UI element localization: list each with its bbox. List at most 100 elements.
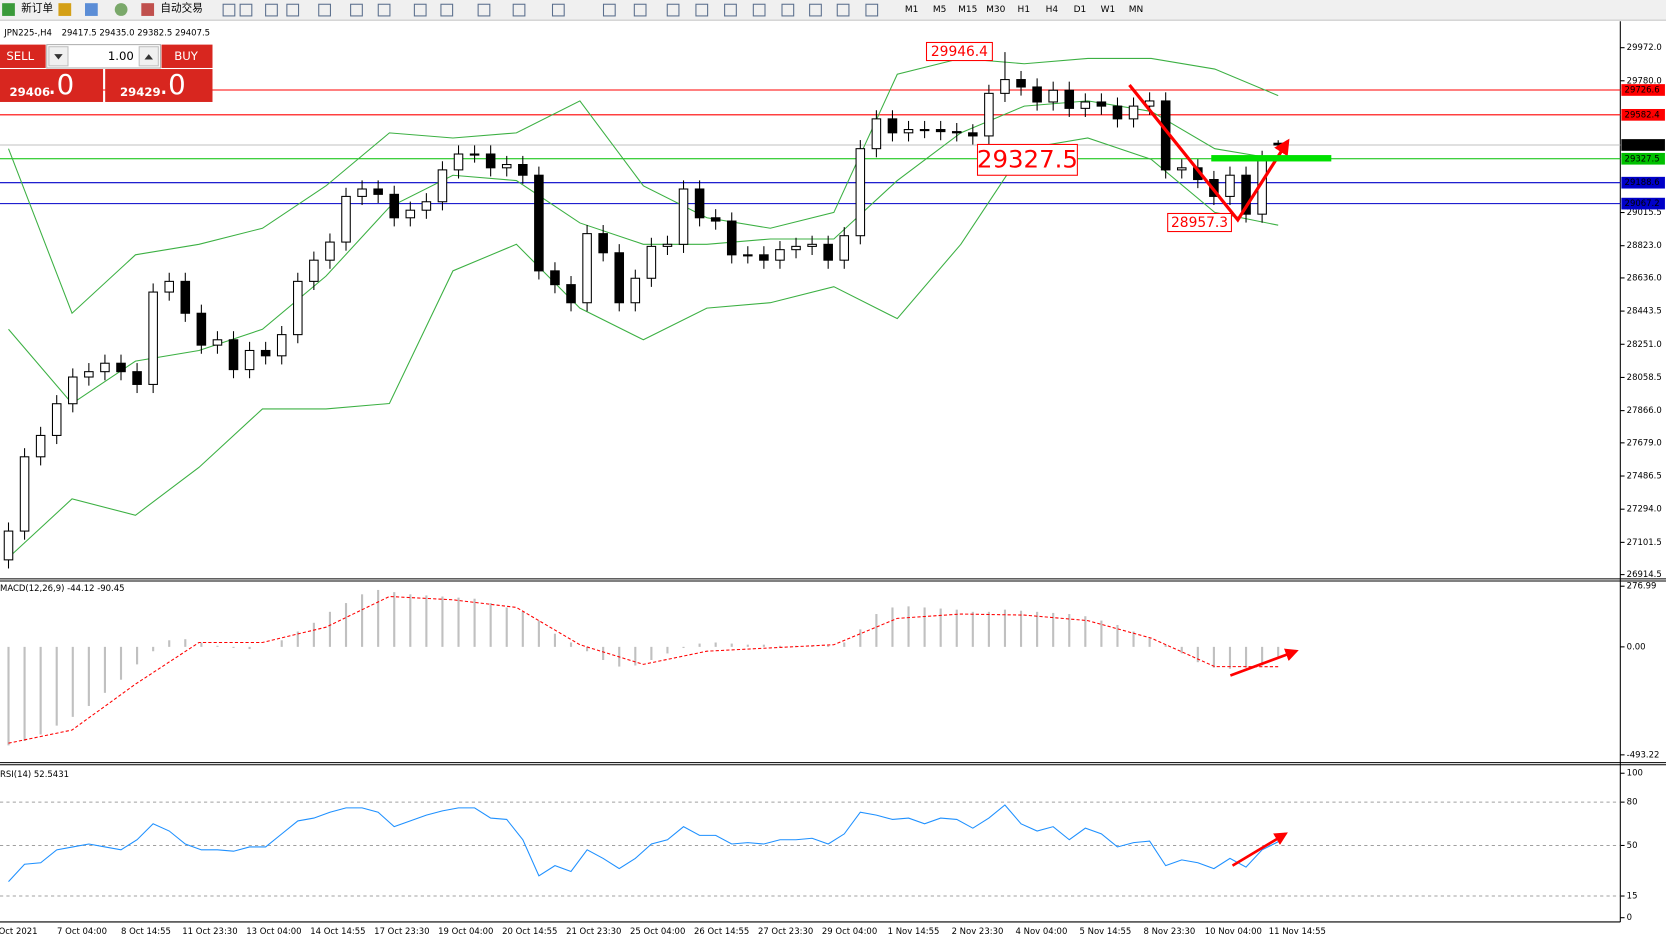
candle-body xyxy=(132,371,142,385)
toolbar-icon[interactable] xyxy=(865,3,879,17)
timeframe-button[interactable]: M15 xyxy=(958,5,977,15)
candle-body xyxy=(3,530,14,561)
x-tick-label: 10 Nov 04:00 xyxy=(1205,927,1262,937)
candle-body xyxy=(51,403,62,436)
candle-body xyxy=(646,245,657,279)
toolbar-icon[interactable] xyxy=(551,3,565,17)
candle-body xyxy=(903,129,914,134)
y-tick-label: 28443.5 xyxy=(1627,307,1662,317)
toolbar-icon[interactable] xyxy=(286,3,300,17)
x-tick-label: 8 Oct 14:55 xyxy=(121,927,171,937)
toolbar xyxy=(0,0,1666,21)
x-tick-label: 4 Nov 04:00 xyxy=(1016,927,1068,937)
bollinger-band xyxy=(8,137,1279,559)
x-tick-label: 11 Oct 23:30 xyxy=(182,927,237,937)
lots-value[interactable]: 1.00 xyxy=(108,49,134,63)
ask-price[interactable]: 29429 xyxy=(120,85,161,99)
toolbar-icon[interactable] xyxy=(752,3,766,17)
buy-button[interactable] xyxy=(161,44,213,68)
new-order-button[interactable]: 新订单 xyxy=(21,1,53,14)
toolbar-icon[interactable] xyxy=(633,3,647,17)
toolbar-icon[interactable] xyxy=(239,3,253,17)
bollinger-band xyxy=(8,57,1279,315)
price-tag-label: 29726.6 xyxy=(1625,85,1660,95)
toolbar-icon[interactable] xyxy=(85,3,98,16)
buy-label[interactable]: BUY xyxy=(174,49,199,63)
chart-ohlc: 29417.5 29435.0 29382.5 29407.5 xyxy=(62,28,210,38)
timeframe-button[interactable]: H4 xyxy=(1046,5,1059,15)
price-tag xyxy=(1621,197,1665,210)
y-tick-label: 0.00 xyxy=(1627,642,1646,652)
toolbar-icon[interactable] xyxy=(724,3,737,17)
candle-body xyxy=(260,349,271,357)
annotation-box xyxy=(1167,212,1232,233)
timeframe-button[interactable]: MN xyxy=(1129,5,1144,15)
toolbar-icon[interactable] xyxy=(836,3,850,17)
y-tick-label: 28823.0 xyxy=(1627,241,1662,251)
y-tick-label: 29972.0 xyxy=(1627,43,1662,53)
new-order-icon[interactable] xyxy=(2,3,15,16)
candle-body xyxy=(759,254,769,261)
bid-price[interactable]: 29406 xyxy=(10,85,51,99)
candle-body xyxy=(276,334,287,357)
toolbar-icon[interactable] xyxy=(318,3,331,17)
x-tick-label: 19 Oct 04:00 xyxy=(438,927,493,937)
timeframe-button[interactable]: H1 xyxy=(1018,5,1031,15)
candle-body xyxy=(68,376,78,405)
candle-body xyxy=(180,280,191,314)
price-tag xyxy=(1621,108,1665,121)
toolbar-icon[interactable] xyxy=(222,3,236,17)
timeframe-button[interactable]: M1 xyxy=(905,5,919,15)
toolbar-icon[interactable] xyxy=(58,3,72,16)
rsi-line xyxy=(8,804,1279,882)
y-tick-label: 29015.5 xyxy=(1627,208,1662,218)
toolbar-icon[interactable] xyxy=(781,3,795,17)
x-tick-label: 13 Oct 04:00 xyxy=(246,927,301,937)
timeframe-button[interactable]: M30 xyxy=(986,5,1006,15)
macd-signal-line xyxy=(8,595,1279,744)
bid-price-fraction[interactable]: .0 xyxy=(48,68,74,101)
macd-title: MACD(12,26,9) -44.12 -90.45 xyxy=(0,584,125,594)
toolbar-icon[interactable] xyxy=(809,3,822,17)
toolbar-icon[interactable] xyxy=(377,3,391,17)
x-tick-label: 29 Oct 04:00 xyxy=(822,927,877,937)
support-marker xyxy=(1211,155,1332,162)
toolbar-icon[interactable] xyxy=(114,3,128,16)
toolbar-icon[interactable] xyxy=(477,3,491,17)
x-tick-label: Oct 2021 xyxy=(0,927,38,937)
candle-body xyxy=(437,169,448,203)
auto-trading-icon[interactable] xyxy=(141,3,155,16)
timeframe-button[interactable]: W1 xyxy=(1101,5,1116,15)
toolbar-icon[interactable] xyxy=(666,3,680,17)
timeframe-button[interactable]: D1 xyxy=(1074,5,1087,15)
toolbar-icon[interactable] xyxy=(512,3,526,17)
price-tag-label: 29582.4 xyxy=(1625,110,1660,120)
annotation: 28957.3 xyxy=(1171,215,1228,231)
toolbar-icon[interactable] xyxy=(440,3,454,17)
candle-body xyxy=(373,188,383,195)
sell-label[interactable]: SELL xyxy=(6,49,34,63)
auto-trading-button[interactable]: 自动交易 xyxy=(160,1,202,14)
price-tag-label: 29067.2 xyxy=(1625,199,1660,209)
ask-price-fraction[interactable]: .0 xyxy=(159,68,185,101)
ask-price-box[interactable] xyxy=(105,69,213,102)
y-tick-label: 27679.0 xyxy=(1627,438,1662,448)
toolbar-icon[interactable] xyxy=(413,3,427,17)
x-tick-label: 1 Nov 14:55 xyxy=(888,927,940,937)
candle-body xyxy=(710,217,721,222)
candle-body xyxy=(293,280,303,336)
toolbar-icon[interactable] xyxy=(695,3,709,17)
toolbar-icon[interactable] xyxy=(350,3,363,17)
candle-body xyxy=(116,362,126,373)
timeframe-button[interactable]: M5 xyxy=(933,5,947,15)
price-tag-label: 29407.5 xyxy=(1625,140,1660,150)
annotation: 29946.4 xyxy=(931,44,988,60)
sell-button[interactable] xyxy=(0,44,46,68)
bid-price-box[interactable] xyxy=(0,69,104,102)
lots-input[interactable] xyxy=(46,44,161,69)
toolbar-icon[interactable] xyxy=(602,3,616,17)
candle-body xyxy=(1096,101,1107,107)
toolbar-icon[interactable] xyxy=(265,3,278,17)
candle-body xyxy=(1000,79,1010,94)
